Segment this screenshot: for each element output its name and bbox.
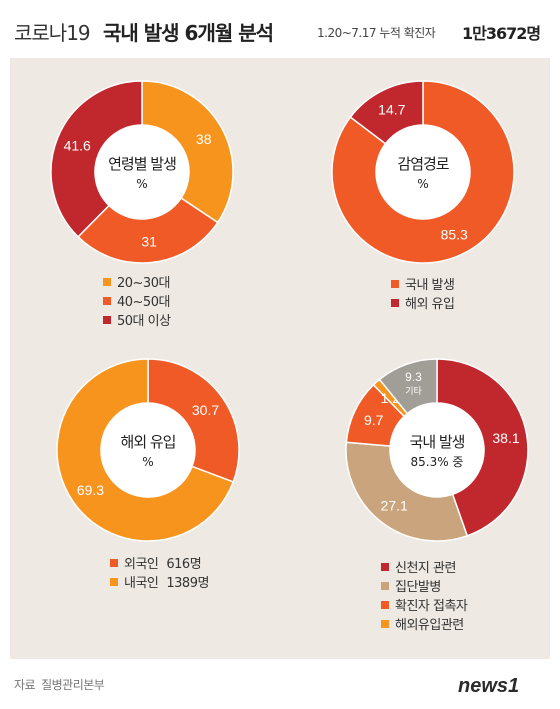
legend-swatch: [381, 619, 389, 628]
legend-item: 확진자 접촉자: [381, 595, 468, 614]
news1-logo: news1: [458, 675, 519, 697]
data-label: 9.3: [405, 370, 422, 384]
data-label: 9.7: [364, 412, 384, 428]
data-label: 14.7: [378, 101, 405, 117]
center-label: 감염경로: [397, 155, 449, 173]
data-label: 38.1: [492, 430, 519, 446]
legend-label: 해외유입관련: [395, 618, 464, 633]
legend-age: 20~30대 40~50대 50대 이상: [103, 272, 171, 329]
legend-value: 1389명: [166, 576, 209, 591]
legend-item: 50대 이상: [103, 310, 171, 329]
period-label: 1.20~7.17 누적 확진자: [317, 26, 436, 40]
legend-item: 내국인 1389명: [110, 572, 209, 591]
legend-label: 50대 이상: [117, 314, 171, 329]
legend-swatch: [381, 581, 389, 590]
source-credit: 자료 질병관리본부: [14, 676, 105, 693]
legend-swatch: [103, 277, 111, 286]
center-label: 연령별 발생: [108, 155, 176, 173]
donut-hole: [376, 125, 470, 219]
legend-item: 외국인 616명: [110, 553, 209, 572]
slice-name-label: 기타: [405, 386, 422, 397]
donut-chart-2: 30.7 69.3 해외 유입%: [56, 358, 240, 542]
title-prefix: 코로나19: [14, 21, 91, 45]
legend-swatch: [391, 298, 399, 307]
data-label: 27.1: [381, 497, 408, 513]
logo-text: news1: [458, 675, 519, 697]
legend-item: 40~50대: [103, 291, 171, 310]
data-label: 41.6: [64, 137, 91, 153]
donut-chart-0: 38 31 41.6 연령별 발생%: [50, 80, 234, 264]
source-label: 자료: [14, 678, 36, 692]
data-label: 85.3: [441, 227, 468, 243]
legend-swatch: [381, 562, 389, 571]
header: 코로나19 국내 발생 6개월 분석 1.20~7.17 누적 확진자 1만36…: [0, 0, 560, 58]
data-label: 31: [141, 234, 157, 250]
data-label: 30.7: [192, 402, 219, 418]
page-title: 국내 발생 6개월 분석: [103, 21, 274, 45]
legend-swatch: [103, 296, 111, 305]
legend-item: 국내 발생: [391, 274, 455, 293]
donut-chart-1: 85.3 14.7 감염경로%: [331, 80, 515, 264]
legend-swatch: [381, 600, 389, 609]
legend-swatch: [103, 315, 111, 324]
legend-label: 확진자 접촉자: [395, 599, 468, 614]
legend-item: 해외 유입: [391, 293, 455, 312]
legend-swatch: [110, 577, 118, 586]
legend-label: 외국인: [124, 557, 159, 572]
legend-item: 해외유입관련: [381, 614, 467, 633]
total-count: 1만3672명: [462, 24, 541, 43]
data-label: 38: [196, 131, 212, 147]
legend-label: 신천지 관련: [395, 561, 456, 576]
legend-label: 20~30대: [117, 276, 170, 291]
legend-swatch: [391, 279, 399, 288]
center-unit: %: [417, 177, 428, 191]
center-unit: %: [136, 177, 147, 191]
center-label: 해외 유입: [121, 433, 176, 451]
center-label: 국내 발생: [410, 433, 465, 451]
legend-item: 신천지 관련: [381, 557, 467, 576]
source-name: 질병관리본부: [41, 678, 105, 692]
legend-label: 40~50대: [117, 295, 170, 310]
center-unit: 85.3% 중: [411, 455, 464, 469]
legend-swatch: [110, 558, 118, 567]
legend-label: 국내 발생: [405, 278, 455, 293]
center-unit: %: [142, 455, 153, 469]
legend-label: 해외 유입: [405, 297, 455, 312]
legend-label: 집단발병: [395, 580, 441, 595]
legend-item: 20~30대: [103, 272, 171, 291]
donut-hole: [95, 125, 189, 219]
donut-hole: [101, 403, 195, 497]
data-label: 69.3: [77, 482, 104, 498]
legend-value: 616명: [166, 557, 202, 572]
legend-label: 내국인: [124, 576, 159, 591]
legend-item: 집단발병: [381, 576, 467, 595]
donut-hole: [390, 403, 484, 497]
